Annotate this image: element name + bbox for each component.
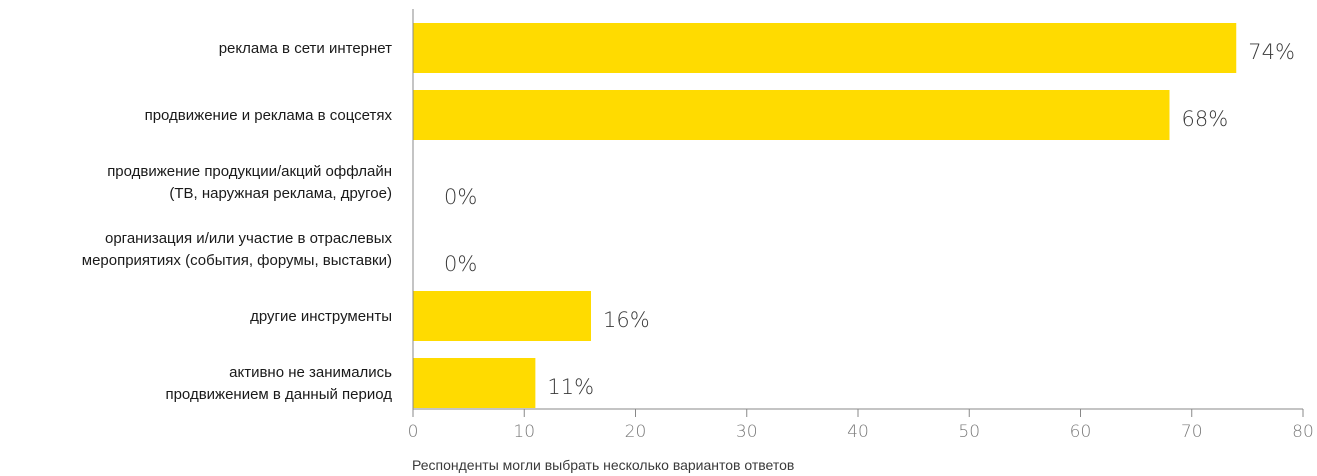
chart-footnote: Респонденты могли выбрать несколько вари… xyxy=(412,457,794,473)
bar xyxy=(413,291,591,341)
category-label: организация и/или участие в отраслевых ме… xyxy=(82,230,393,269)
category-label: другие инструменты xyxy=(250,308,392,325)
value-labels: 74% 68% 0% 0% 16% 11% xyxy=(444,40,1295,399)
category-labels: реклама в сети интернет продвижение и рек… xyxy=(82,40,393,403)
bar xyxy=(413,23,1237,73)
category-label: продвижение продукции/акций оффлайн (ТВ, … xyxy=(107,163,392,202)
x-axis-ticks: 0 10 20 30 40 50 60 70 80 xyxy=(408,409,1314,442)
value-label: 68% xyxy=(1182,107,1229,131)
bar xyxy=(413,358,536,408)
value-label: 0% xyxy=(444,252,477,276)
value-label: 11% xyxy=(547,375,594,399)
x-tick-label: 70 xyxy=(1181,422,1203,442)
x-tick-label: 80 xyxy=(1292,422,1314,442)
bar xyxy=(413,90,1170,140)
category-label: активно не занимались продвижением в данн… xyxy=(165,364,392,403)
value-label: 16% xyxy=(603,308,650,332)
x-tick-label: 20 xyxy=(625,422,647,442)
value-label: 74% xyxy=(1248,40,1295,64)
x-tick-label: 30 xyxy=(736,422,758,442)
x-tick-label: 40 xyxy=(847,422,869,442)
x-tick-label: 0 xyxy=(408,422,419,442)
bars xyxy=(413,23,1237,408)
category-label: продвижение и реклама в соцсетях xyxy=(145,107,393,124)
x-tick-label: 10 xyxy=(513,422,535,442)
value-label: 0% xyxy=(444,185,477,209)
x-tick-label: 50 xyxy=(958,422,980,442)
x-tick-label: 60 xyxy=(1070,422,1092,442)
category-label: реклама в сети интернет xyxy=(219,40,392,57)
